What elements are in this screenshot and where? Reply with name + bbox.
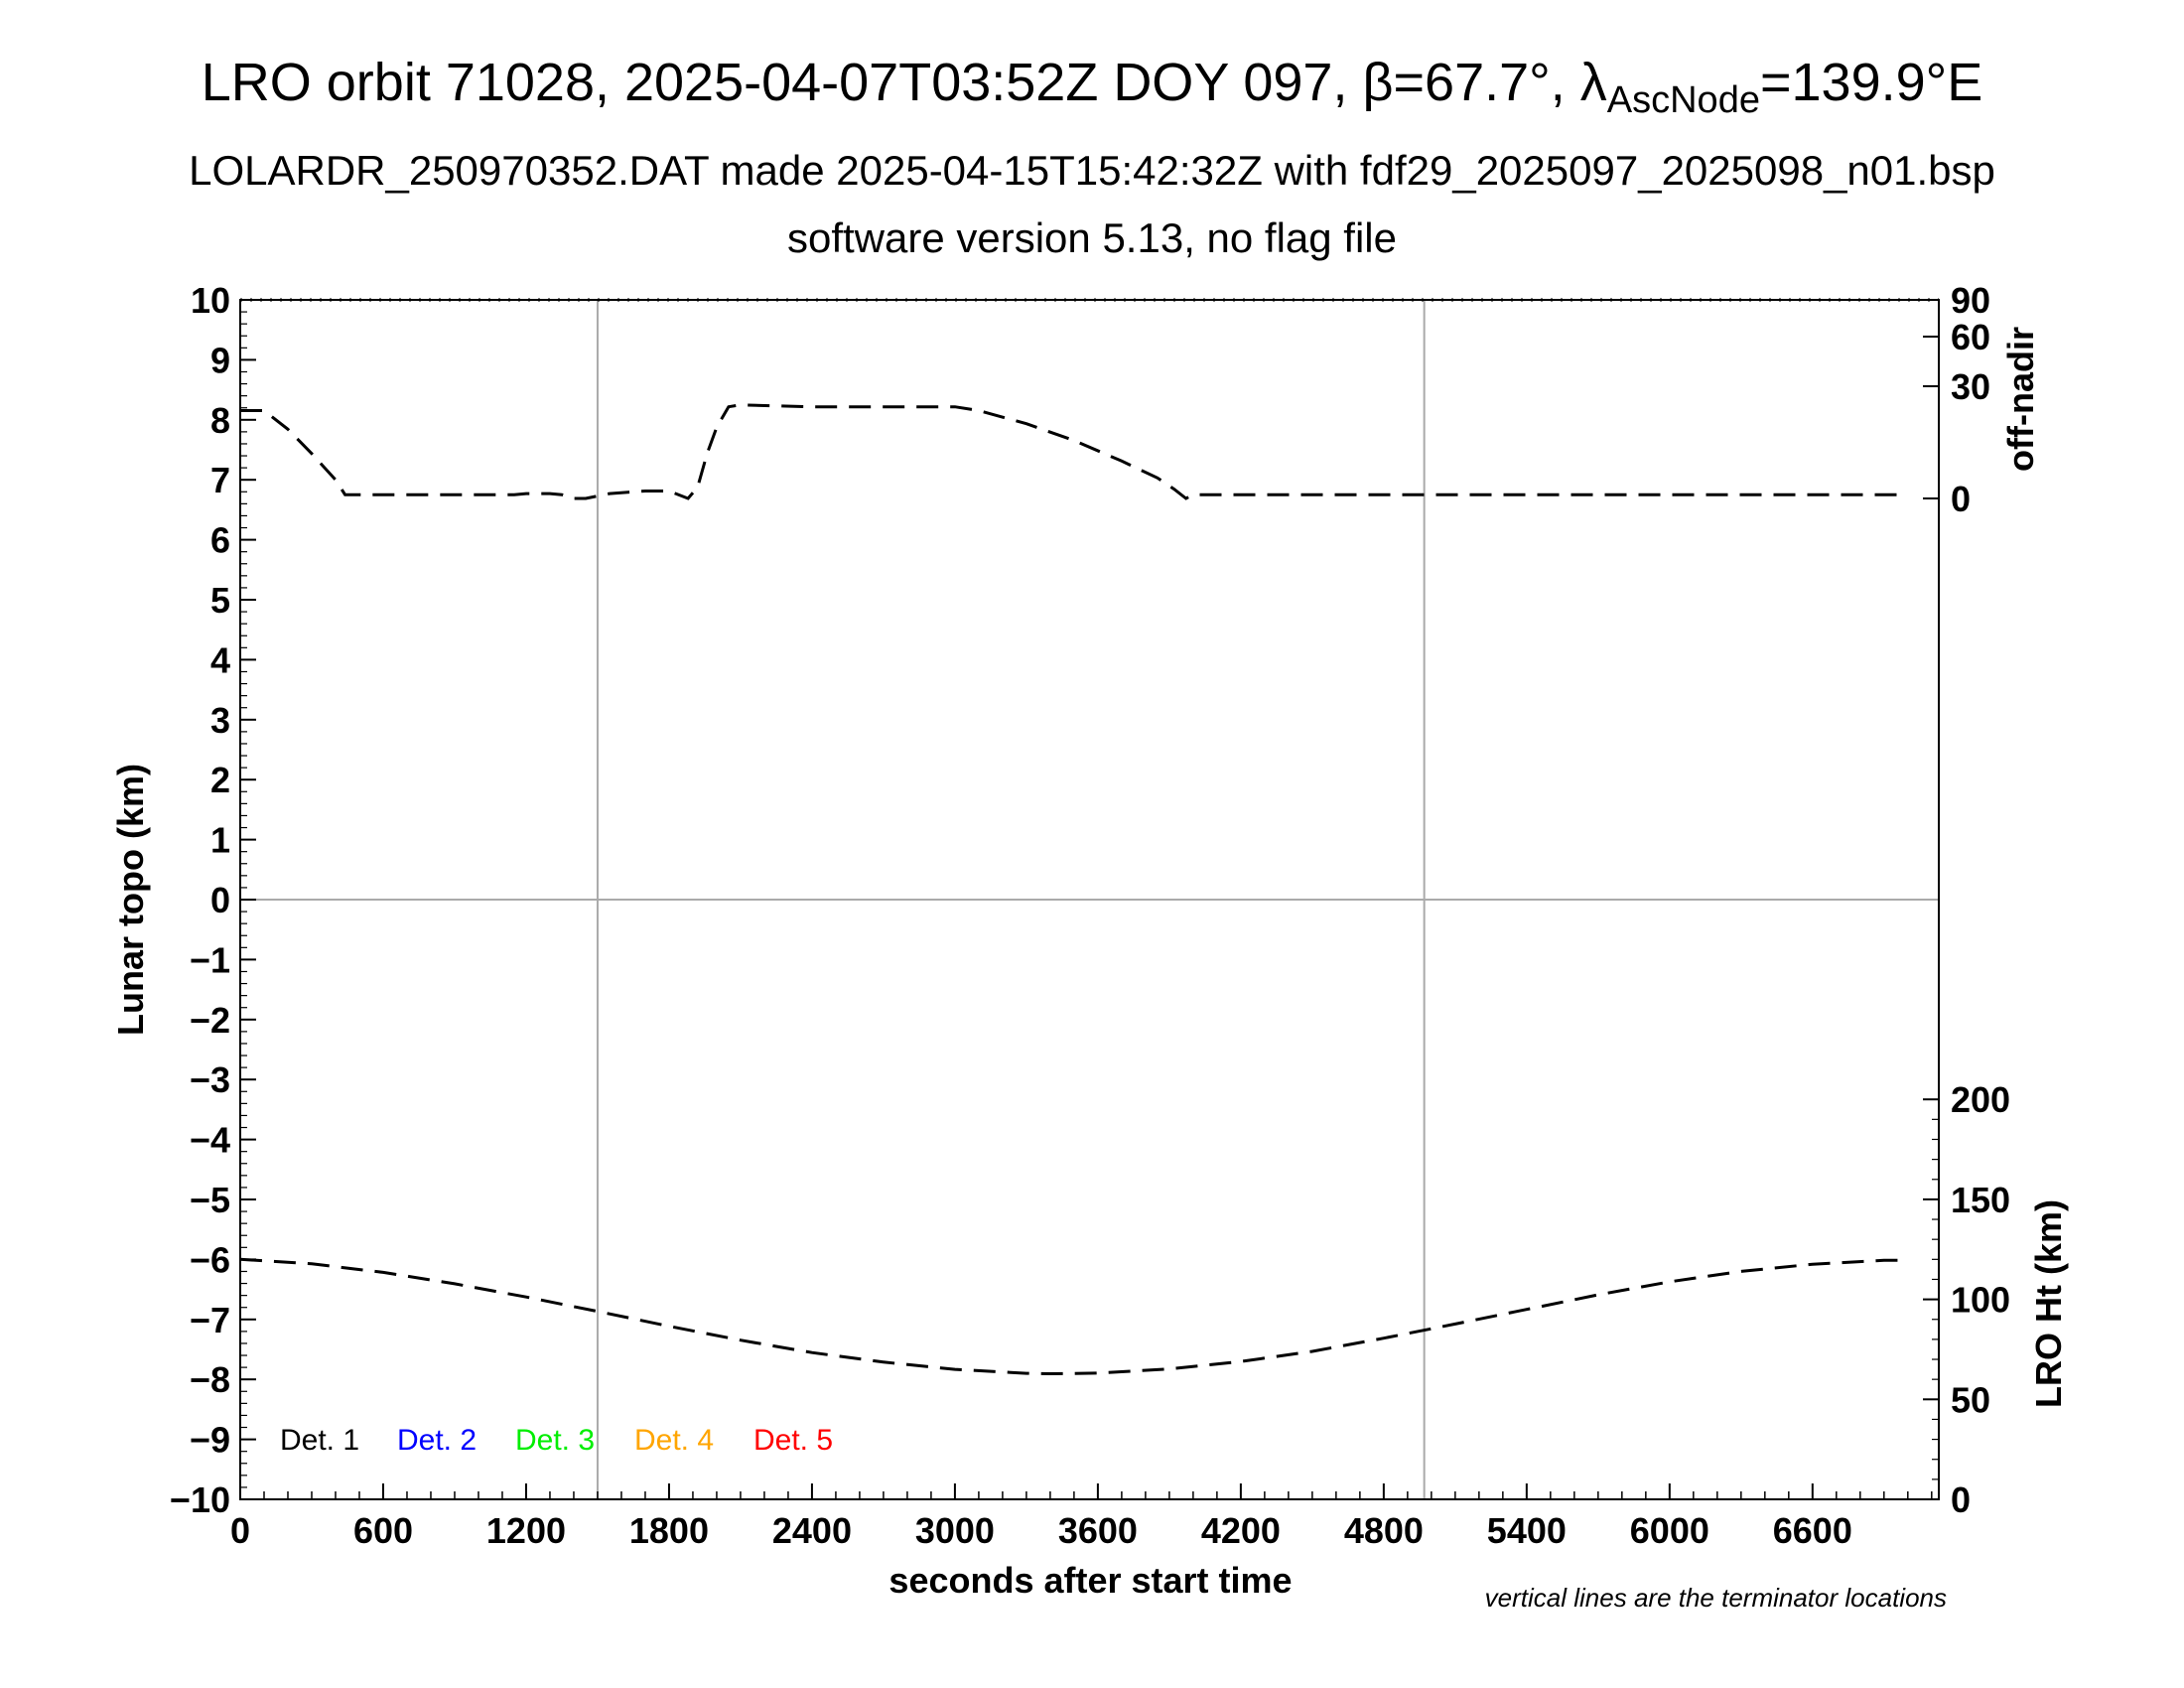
y-tick-label-11: −1 <box>190 939 230 980</box>
lro-ht-tick-label-50: 50 <box>1951 1379 1990 1420</box>
y-tick-label-20: −10 <box>170 1479 230 1520</box>
x-tick-label-6600: 6600 <box>1773 1510 1852 1551</box>
off-nadir-axis-label: off-nadir <box>2000 327 2041 472</box>
y-tick-label-14: −4 <box>190 1120 230 1161</box>
x-tick-label-5400: 5400 <box>1487 1510 1567 1551</box>
x-tick-label-2400: 2400 <box>772 1510 852 1551</box>
x-tick-label-6000: 6000 <box>1630 1510 1709 1551</box>
x-tick-label-0: 0 <box>230 1510 250 1551</box>
y-tick-label-2: 8 <box>210 400 230 441</box>
legend-entry-1: Det. 1 <box>280 1424 359 1457</box>
x-tick-label-3600: 3600 <box>1058 1510 1138 1551</box>
label-layer: 0 600 1200 1800 2400 3000 3600 4200 4800 5400 6000… <box>170 280 2010 1551</box>
x-tick-label-600: 600 <box>353 1510 413 1551</box>
x-tick-label-1800: 1800 <box>629 1510 709 1551</box>
legend-entry-3: Det. 3 <box>515 1424 595 1457</box>
y-tick-label-12: −2 <box>190 1000 230 1041</box>
lro-height-series-line <box>239 1257 1908 1376</box>
title-end: =139.9°E <box>1759 53 1983 112</box>
legend-entry-4: Det. 4 <box>634 1424 714 1457</box>
y-tick-label-10: 0 <box>210 880 230 920</box>
y-tick-label-15: −5 <box>190 1180 230 1220</box>
title-subscript: AscNode <box>1606 79 1760 121</box>
y-tick-label-4: 6 <box>210 520 230 561</box>
legend-entry-2: Det. 2 <box>397 1424 477 1457</box>
off-nadir-tick-label-30: 30 <box>1951 366 1990 407</box>
title-main: LRO orbit 71028, 2025-04-07T03:52Z DOY 0… <box>201 53 1607 112</box>
lro-ht-tick-label-150: 150 <box>1951 1180 2010 1220</box>
y-tick-label-18: −8 <box>190 1359 230 1400</box>
y-tick-label-6: 4 <box>210 639 230 680</box>
x-tick-label-3000: 3000 <box>915 1510 995 1551</box>
y-tick-label-19: −9 <box>190 1420 230 1461</box>
y-tick-label-9: 1 <box>210 820 230 861</box>
lro-ht-axis-label: LRO Ht (km) <box>2028 1199 2069 1408</box>
off-nadir-series-line <box>240 403 1908 500</box>
y-tick-label-0: 10 <box>191 280 230 321</box>
lro-ht-tick-label-0: 0 <box>1951 1479 1971 1520</box>
x-tick-label-4800: 4800 <box>1344 1510 1424 1551</box>
chart-subtitle-file: LOLARDR_250970352.DAT made 2025-04-15T15… <box>189 147 1995 194</box>
x-tick-label-4200: 4200 <box>1201 1510 1281 1551</box>
lro-ht-tick-label-200: 200 <box>1951 1079 2010 1120</box>
off-nadir-tick-label-0: 0 <box>1951 479 1971 519</box>
y-axis-label: Lunar topo (km) <box>110 764 151 1036</box>
x-axis-label: seconds after start time <box>888 1560 1292 1601</box>
y-tick-label-8: 2 <box>210 760 230 800</box>
y-tick-label-17: −7 <box>190 1300 230 1340</box>
y-tick-label-1: 9 <box>210 340 230 380</box>
lro-ht-tick-label-100: 100 <box>1951 1280 2010 1321</box>
terminator-note: vertical lines are the terminator locati… <box>1485 1583 1947 1613</box>
tick-layer <box>239 299 1939 1500</box>
off-nadir-tick-label-60: 60 <box>1951 317 1990 357</box>
y-tick-label-16: −6 <box>190 1239 230 1280</box>
y-tick-label-7: 3 <box>210 700 230 741</box>
legend-entry-5: Det. 5 <box>753 1424 833 1457</box>
x-tick-label-1200: 1200 <box>486 1510 566 1551</box>
off-nadir-tick-label-90: 90 <box>1951 280 1990 321</box>
legend: Det. 1 Det. 2 Det. 3 Det. 4 Det. 5 <box>280 1424 833 1457</box>
grid-layer <box>240 298 1939 1499</box>
y-tick-label-5: 5 <box>210 580 230 621</box>
chart-subtitle-version: software version 5.13, no flag file <box>786 214 1397 261</box>
y-tick-label-3: 7 <box>210 460 230 500</box>
y-tick-label-13: −3 <box>190 1059 230 1100</box>
series-layer <box>239 403 1908 1376</box>
chart-title: LRO orbit 71028, 2025-04-07T03:52Z DOY 0… <box>0 52 2184 119</box>
